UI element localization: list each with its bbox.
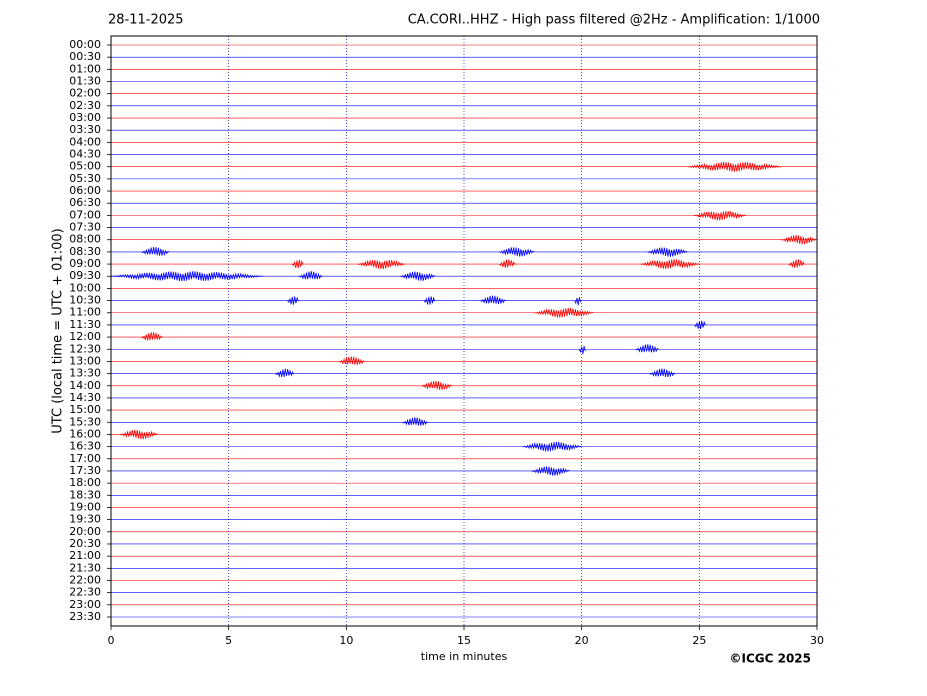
y-tick-label: 16:00 [69,427,101,440]
seismic-event [141,332,163,341]
seismic-event [647,247,688,257]
seismic-event [480,295,506,305]
seismic-event [402,417,429,426]
y-tick-label: 22:00 [69,573,101,586]
seismic-event [788,259,805,268]
x-tick-label: 25 [692,634,706,647]
y-tick-label: 23:30 [69,610,101,623]
seismic-event [522,441,582,452]
y-tick-label: 22:30 [69,586,101,599]
seismic-event [498,259,516,268]
seismic-event [338,356,365,365]
y-tick-label: 10:00 [69,281,101,294]
y-tick-label: 20:30 [69,537,101,550]
y-tick-label: 11:00 [69,306,101,319]
seismic-event [420,380,452,390]
y-tick-label: 05:30 [69,172,101,185]
y-tick-label: 16:30 [69,440,101,453]
y-tick-label: 20:00 [69,525,101,538]
y-tick-label: 12:00 [69,330,101,343]
seismic-event [574,297,581,306]
y-tick-label: 15:30 [69,415,101,428]
y-tick-label: 15:00 [69,403,101,416]
seismic-event [110,271,264,282]
y-tick-label: 02:30 [69,99,101,112]
y-tick-label: 08:30 [69,245,101,258]
seismic-event [694,320,706,330]
seismic-event [534,307,594,318]
y-tick-label: 23:00 [69,598,101,611]
seismic-event [578,346,586,354]
y-tick-label: 06:30 [69,196,101,209]
y-tick-label: 02:00 [69,87,101,100]
chart-title: CA.CORI..HHZ - High pass filtered @2Hz -… [408,13,820,28]
y-tick-label: 09:00 [69,257,101,270]
y-tick-label: 06:00 [69,184,101,197]
seismic-event [648,368,676,378]
copyright: ©ICGC 2025 [729,652,811,666]
y-tick-label: 09:30 [69,269,101,282]
y-tick-label: 19:00 [69,500,101,513]
seismic-event [298,271,323,280]
seismic-event [635,344,659,353]
y-tick-label: 13:00 [69,354,101,367]
seismic-event [119,429,158,440]
y-tick-label: 05:00 [69,160,101,173]
y-tick-label: 08:00 [69,233,101,246]
x-tick-label: 15 [457,634,471,647]
y-tick-label: 17:30 [69,464,101,477]
y-tick-label: 19:30 [69,513,101,526]
y-tick-label: 11:30 [69,318,101,331]
y-tick-label: 14:30 [69,391,101,404]
x-tick-label: 5 [225,634,232,647]
x-tick-label: 30 [810,634,824,647]
y-tick-label: 21:00 [69,549,101,562]
x-tick-label: 20 [575,634,589,647]
seismic-event [141,246,170,257]
y-tick-label: 01:30 [69,75,101,88]
y-tick-label: 10:30 [69,294,101,307]
date: 28-11-2025 [108,13,184,28]
y-tick-label: 04:30 [69,148,101,161]
seismic-event [781,235,817,245]
seismic-event [640,259,700,269]
seismic-event [291,259,304,269]
y-tick-label: 21:30 [69,561,101,574]
y-tick-label: 01:00 [69,62,101,75]
y-tick-label: 18:30 [69,488,101,501]
y-tick-label: 03:30 [69,123,101,136]
seismic-event [498,247,535,257]
y-tick-label: 12:30 [69,342,101,355]
y-tick-label: 17:00 [69,452,101,465]
y-tick-label: 07:30 [69,221,101,234]
seismic-event [531,466,570,476]
y-tick-label: 07:00 [69,208,101,221]
y-tick-label: 00:30 [69,50,101,63]
y-axis-label: UTC (local time = UTC + 01:00) [51,228,66,433]
x-tick-label: 10 [339,634,353,647]
y-tick-label: 13:30 [69,367,101,380]
seismic-event [693,210,747,221]
y-tick-label: 14:00 [69,379,101,392]
seismic-event [687,161,782,172]
seismic-event [423,296,436,305]
y-tick-label: 00:00 [69,38,101,51]
seismic-event [357,259,406,270]
x-tick-label: 0 [108,634,115,647]
x-axis-label: time in minutes [421,650,508,663]
seismic-event [400,271,436,281]
plot-frame [110,35,818,627]
y-tick-label: 04:00 [69,135,101,148]
y-tick-label: 03:00 [69,111,101,124]
y-tick-label: 18:00 [69,476,101,489]
seismic-event [287,296,299,305]
seismic-event [274,368,295,378]
